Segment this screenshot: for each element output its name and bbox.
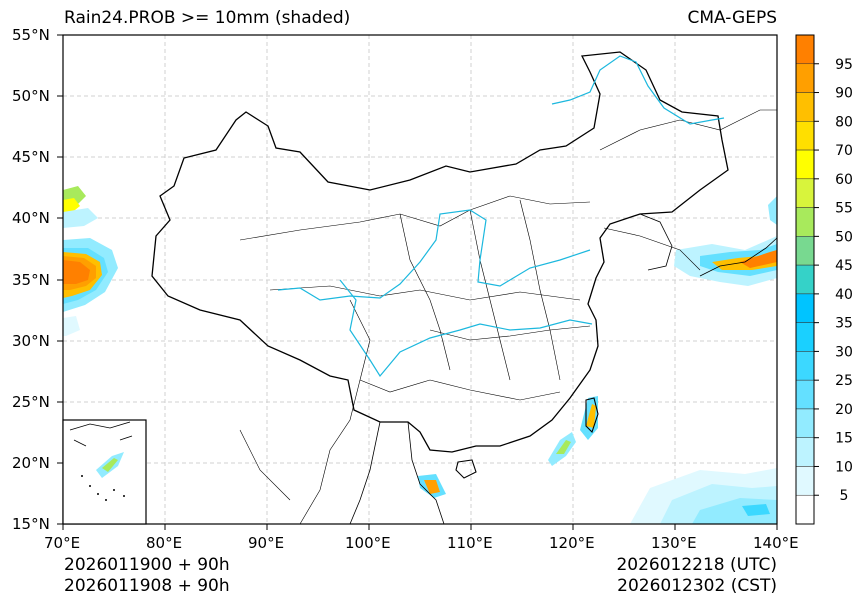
colorbar-tick-label: 70 (835, 143, 853, 159)
x-tick-label: 80°E (146, 534, 183, 552)
colorbar-bin (795, 322, 815, 352)
precip-probability-shading (63, 186, 777, 524)
colorbar-bin (795, 92, 815, 122)
colorbar-tick-label: 15 (835, 431, 853, 447)
colorbar-bin (795, 63, 815, 93)
colorbar-tick-label: 60 (835, 172, 853, 188)
y-tick-label: 55°N (12, 26, 50, 44)
y-tick-label: 50°N (12, 87, 50, 105)
map-title: Rain24.PROB >= 10mm (shaded) (64, 8, 351, 28)
colorbar-tick-label: 80 (835, 114, 853, 130)
colorbar-tick-label: 40 (835, 287, 853, 303)
colorbar-tick-label: 50 (835, 229, 853, 245)
hainan-outline (455, 459, 477, 479)
colorbar-tick-label: 90 (835, 86, 853, 102)
colorbar-bin (795, 466, 815, 496)
init-time-utc: 2026011900 + 90h (64, 555, 230, 575)
taiwan-outline (585, 397, 599, 434)
colorbar-bin (795, 34, 815, 65)
colorbar-tick-label: 35 (835, 316, 853, 332)
x-tick-label: 140°E (753, 534, 799, 552)
inset-map (62, 419, 147, 525)
colorbar-bin (795, 494, 815, 525)
y-tick-label: 15°N (12, 515, 50, 533)
colorbar-bin (795, 379, 815, 410)
x-tick-label: 90°E (248, 534, 285, 552)
korea-japan-outline (639, 213, 777, 277)
x-tick-label: 100°E (345, 534, 391, 552)
national-border (151, 51, 729, 453)
colorbar-bin (795, 293, 815, 323)
colorbar-bin (795, 236, 815, 266)
colorbar: 95 90 80 70 60 55 50 45 40 35 30 25 20 15 10 5 (795, 34, 853, 525)
colorbar-bin (795, 178, 815, 208)
colorbar-tick-label: 55 (835, 201, 853, 217)
x-tick-label: 120°E (549, 534, 595, 552)
colorbar-tick-label: 30 (835, 344, 853, 360)
y-tick-label: 25°N (12, 393, 50, 411)
x-tick-label: 110°E (447, 534, 493, 552)
colorbar-bin (795, 408, 815, 438)
valid-time-utc: 2026012218 (UTC) (616, 555, 777, 575)
indochina-outline (349, 421, 445, 524)
colorbar-tick-label: 25 (835, 373, 853, 389)
x-tick-label: 70°E (44, 534, 81, 552)
colorbar-bin (795, 351, 815, 381)
boundaries (239, 109, 777, 524)
model-name: CMA-GEPS (687, 8, 777, 28)
y-tick-label: 30°N (12, 332, 50, 350)
colorbar-tick-label: 5 (840, 488, 849, 504)
colorbar-bin (795, 264, 815, 295)
valid-time-cst: 2026012302 (CST) (617, 576, 777, 596)
colorbar-bin (795, 149, 815, 180)
y-tick-label: 35°N (12, 271, 50, 289)
colorbar-tick-label: 95 (835, 57, 853, 73)
rivers (277, 55, 725, 378)
colorbar-bin (795, 207, 815, 237)
y-tick-label: 45°N (12, 148, 50, 166)
colorbar-bin (795, 437, 815, 467)
colorbar-tick-label: 10 (835, 459, 853, 475)
colorbar-tick-label: 20 (835, 402, 853, 418)
x-tick-label: 130°E (651, 534, 697, 552)
tick-marks (57, 34, 778, 530)
init-time-cst: 2026011908 + 90h (64, 576, 230, 596)
colorbar-frame (795, 34, 815, 525)
y-tick-label: 20°N (12, 454, 50, 472)
colorbar-bin (795, 121, 815, 151)
colorbar-tick-label: 45 (835, 258, 853, 274)
y-tick-label: 40°N (12, 209, 50, 227)
